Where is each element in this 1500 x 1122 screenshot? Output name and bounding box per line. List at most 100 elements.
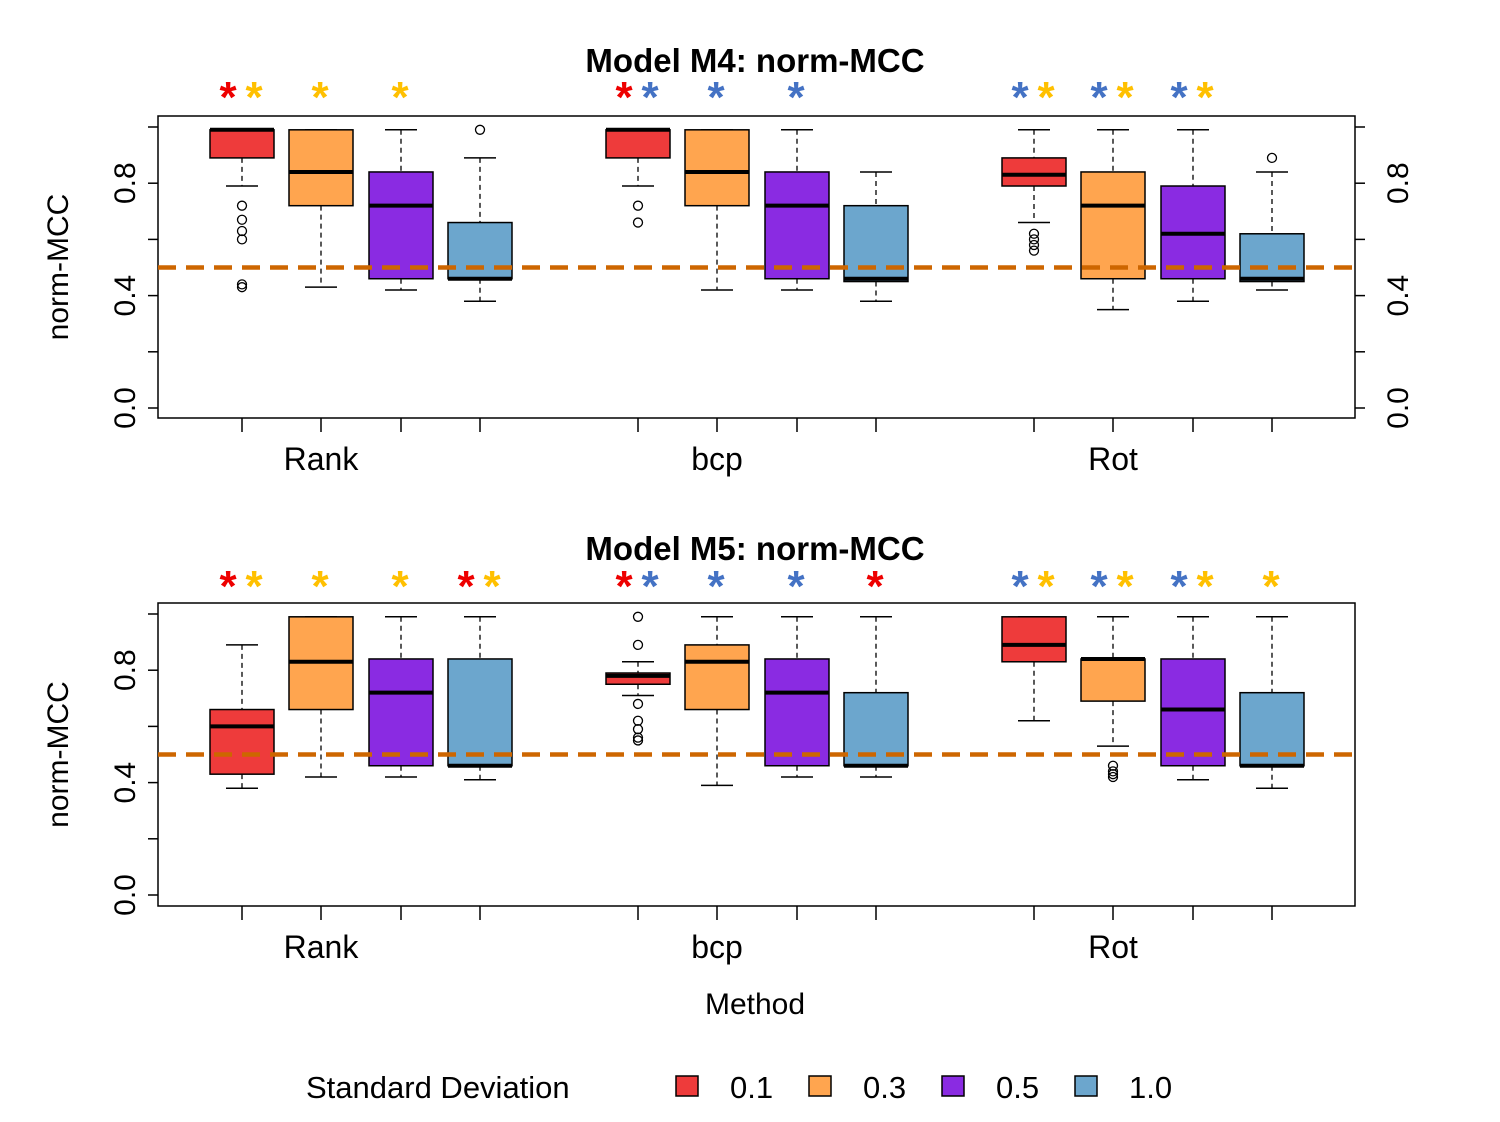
box-body: [684, 129, 750, 207]
outlier-point: [1107, 771, 1119, 783]
significance-star-red: *: [219, 562, 237, 611]
x-category-label: bcp: [691, 441, 743, 477]
box-body: [1001, 157, 1067, 187]
legend-swatch-0.1: [675, 1075, 699, 1097]
box-body: [1239, 233, 1305, 283]
y-tick-label: 0.0: [109, 387, 142, 429]
significance-star-gold: *: [1037, 73, 1055, 122]
panel-title: Model M4: norm-MCC: [585, 42, 924, 79]
outlier-point: [632, 639, 644, 651]
box-bcp-0.5: [764, 129, 830, 291]
outlier-point: [1028, 239, 1040, 251]
legend-swatch-0.5: [941, 1075, 965, 1097]
box-body: [288, 129, 354, 207]
significance-star-gold: *: [311, 73, 329, 122]
significance-star-gold: *: [1037, 562, 1055, 611]
box-bcp-0.1: [605, 611, 671, 746]
box-body: [209, 708, 275, 775]
significance-star-gold: *: [1116, 73, 1134, 122]
outlier-point: [236, 279, 248, 290]
panel-2: Model M5: norm-MCC 0.0 0.4 0.8 norm-MCC Rank b…: [42, 530, 1356, 965]
outlier-point: [1107, 766, 1119, 777]
box-bcp-0.3: [684, 616, 750, 787]
box-Rot-0.5: [1160, 616, 1226, 781]
significance-star-gold: *: [1196, 562, 1214, 611]
box-body: [447, 221, 513, 280]
box-Rot-0.5: [1160, 129, 1226, 302]
box-Rot-0.3: [1080, 616, 1146, 783]
significance-star-red: *: [615, 562, 633, 611]
box-body: [368, 171, 434, 280]
x-category-label: Rank: [284, 441, 360, 477]
box-Rot-0.1: [1001, 129, 1067, 256]
outlier-point: [632, 715, 644, 726]
significance-star-blue: *: [787, 562, 805, 611]
outlier-point: [632, 200, 644, 211]
box-body: [764, 658, 830, 767]
outlier-point: [474, 124, 486, 135]
x-axis-label: Method: [705, 988, 805, 1021]
box-Rot-1.0: [1239, 152, 1305, 291]
box-body: [1080, 658, 1146, 702]
outlier-point: [236, 214, 248, 225]
box-body: [843, 204, 909, 283]
significance-star-blue: *: [1011, 73, 1029, 122]
box-body: [209, 129, 275, 159]
box-body: [447, 658, 513, 767]
box-body: [605, 129, 671, 159]
outlier-point: [236, 234, 248, 245]
panel-1: Model M4: norm-MCC 0.0 0.0 0.4 0.4 0.8 0.8 norm…: [42, 42, 1415, 477]
box-Rank-0.3: [288, 616, 354, 778]
outlier-point: [632, 732, 644, 743]
outlier-point: [1028, 234, 1040, 245]
significance-star-blue: *: [1090, 73, 1108, 122]
box-body: [684, 644, 750, 711]
significance-star-blue: *: [707, 73, 725, 122]
significance-star-gold: *: [311, 562, 329, 611]
legend-label-0.5: 0.5: [996, 1070, 1039, 1105]
significance-star-gold: *: [1262, 562, 1280, 611]
significance-star-blue: *: [641, 562, 659, 611]
x-category-label: Rot: [1088, 441, 1138, 477]
legend-title: Standard Deviation: [306, 1070, 570, 1105]
box-Rank-0.3: [288, 129, 354, 288]
box-Rank-1.0: [447, 124, 513, 302]
box-Rot-1.0: [1239, 616, 1305, 789]
box-Rank-0.1: [209, 644, 275, 789]
box-Rot-0.3: [1080, 129, 1146, 311]
outlier-point: [236, 225, 248, 237]
significance-star-gold: *: [483, 562, 501, 611]
significance-star-red: *: [457, 562, 475, 611]
significance-star-blue: *: [787, 73, 805, 122]
box-body: [605, 672, 671, 686]
legend-label-0.1: 0.1: [730, 1070, 773, 1105]
box-bcp-0.3: [684, 129, 750, 291]
significance-star-blue: *: [707, 562, 725, 611]
legend-label-0.3: 0.3: [863, 1070, 906, 1105]
significance-star-gold: *: [1116, 562, 1134, 611]
box-Rot-0.1: [1001, 616, 1067, 722]
box-bcp-1.0: [843, 171, 909, 302]
box-bcp-0.1: [605, 127, 671, 228]
legend: Standard Deviation 0.1 0.3 0.5 1.0: [306, 1070, 1172, 1105]
box-Rank-0.1: [209, 127, 275, 293]
significance-star-gold: *: [1196, 73, 1214, 122]
box-body: [1001, 616, 1067, 663]
outlier-point: [632, 735, 644, 746]
legend-label-1.0: 1.0: [1129, 1070, 1172, 1105]
box-body: [368, 658, 434, 767]
box-body: [764, 171, 830, 280]
significance-star-red: *: [219, 73, 237, 122]
outlier-point: [632, 724, 644, 735]
box-Rank-0.5: [368, 616, 434, 778]
box-Rank-0.5: [368, 129, 434, 291]
x-category-label: Rank: [284, 929, 360, 965]
significance-star-blue: *: [1090, 562, 1108, 611]
y-axis-label: norm-MCC: [42, 194, 75, 341]
x-category-label: Rot: [1088, 929, 1138, 965]
significance-star-red: *: [866, 562, 884, 611]
significance-star-blue: *: [1170, 73, 1188, 122]
y-tick-label-right: 0.0: [1382, 387, 1415, 429]
significance-star-blue: *: [1170, 562, 1188, 611]
